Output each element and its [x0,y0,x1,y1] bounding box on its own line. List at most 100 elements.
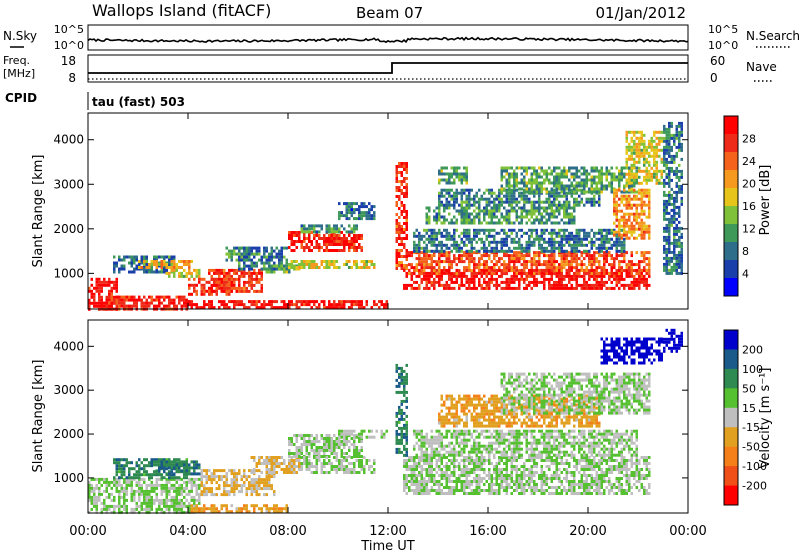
heatmap-cell [308,237,311,240]
heatmap-cell [175,486,178,490]
heatmap-cell [668,241,671,245]
heatmap-cell [408,254,411,258]
heatmap-cell [638,139,641,143]
heatmap-cell [243,306,246,310]
heatmap-cell [150,498,153,502]
heatmap-cell [645,280,648,284]
heatmap-cell [675,196,678,200]
heatmap-cell [560,277,563,281]
heatmap-cell [175,263,178,266]
heatmap-cell [590,246,593,250]
heatmap-cell [485,254,488,258]
heatmap-cell [638,175,641,179]
heatmap-cell [488,221,491,225]
heatmap-cell [190,271,193,275]
heatmap-cell [213,510,216,514]
heatmap-cell [455,246,458,250]
heatmap-cell [525,197,528,201]
heatmap-cell [443,228,446,232]
heatmap-cell [543,206,546,210]
heatmap-cell [590,169,593,173]
heatmap-cell [675,190,678,194]
heatmap-cell [338,306,341,310]
heatmap-cell [673,250,676,254]
heatmap-cell [430,234,433,238]
heatmap-cell [513,257,516,261]
heatmap-cell [615,194,618,198]
heatmap-cell [600,268,603,272]
heatmap-cell [130,477,133,481]
heatmap-cell [133,495,136,499]
heatmap-cell [265,267,268,271]
heatmap-cell [320,237,323,240]
heatmap-cell [665,217,668,221]
heatmap-cell [398,261,401,264]
heatmap-cell [265,261,268,265]
heatmap-cell [395,222,398,225]
heatmap-cell [128,461,131,465]
heatmap-cell [173,472,176,476]
heatmap-cell [193,277,196,281]
heatmap-cell [525,260,528,264]
heatmap-cell [558,263,561,267]
heatmap-cell [655,130,658,134]
heatmap-cell [495,272,498,276]
heatmap-cell [125,498,128,502]
heatmap-cell [423,269,426,273]
heatmap-cell [163,489,166,493]
heatmap-cell [170,476,173,480]
heatmap-cell [618,209,621,213]
heatmap-cell [503,263,506,267]
heatmap-cell [668,172,671,176]
heatmap-cell [315,300,318,304]
heatmap-cell [673,136,676,140]
heatmap-cell [155,495,158,499]
heatmap-cell [453,274,456,278]
heatmap-cell [403,207,406,210]
heatmap-cell [513,197,516,201]
heatmap-cell [195,274,198,278]
heatmap-cell [118,507,121,511]
heatmap-cell [443,286,446,290]
heatmap-cell [633,263,636,267]
heatmap-cell [675,130,678,134]
heatmap-cell [473,215,476,219]
heatmap-cell [528,268,531,272]
heatmap-cell [480,221,483,225]
heatmap-cell [510,231,513,235]
heatmap-cell [125,492,128,496]
heatmap-cell [630,254,633,258]
heatmap-cell [530,269,533,273]
heatmap-cell [550,234,553,238]
heatmap-cell [165,472,168,476]
heatmap-cell [170,266,173,269]
heatmap-cell [573,240,576,244]
heatmap-cell [525,277,528,281]
heatmap-cell [108,507,111,511]
heatmap-cell [245,252,248,256]
heatmap-cell [140,504,143,508]
heatmap-cell [578,272,581,276]
heatmap-cell [585,272,588,276]
heatmap-cell [358,237,361,240]
heatmap-cell [140,258,143,262]
heatmap-cell [253,252,256,256]
heatmap-cell [453,181,456,185]
heatmap-cell [463,212,466,216]
heatmap-cell [315,240,318,243]
heatmap-cell [470,249,473,253]
heatmap-cell [520,197,523,201]
heatmap-cell [618,188,621,192]
heatmap-cell [548,197,551,201]
heatmap-cell [575,280,578,284]
heatmap-cell [98,277,101,281]
heatmap-cell [590,203,593,207]
heatmap-cell [630,263,633,267]
heatmap-cell [230,286,233,290]
heatmap-cell [475,231,478,235]
heatmap-cell [520,166,523,170]
heatmap-cell [625,160,628,164]
heatmap-cell [630,190,633,194]
heatmap-cell [223,303,226,307]
heatmap-cell [483,243,486,247]
